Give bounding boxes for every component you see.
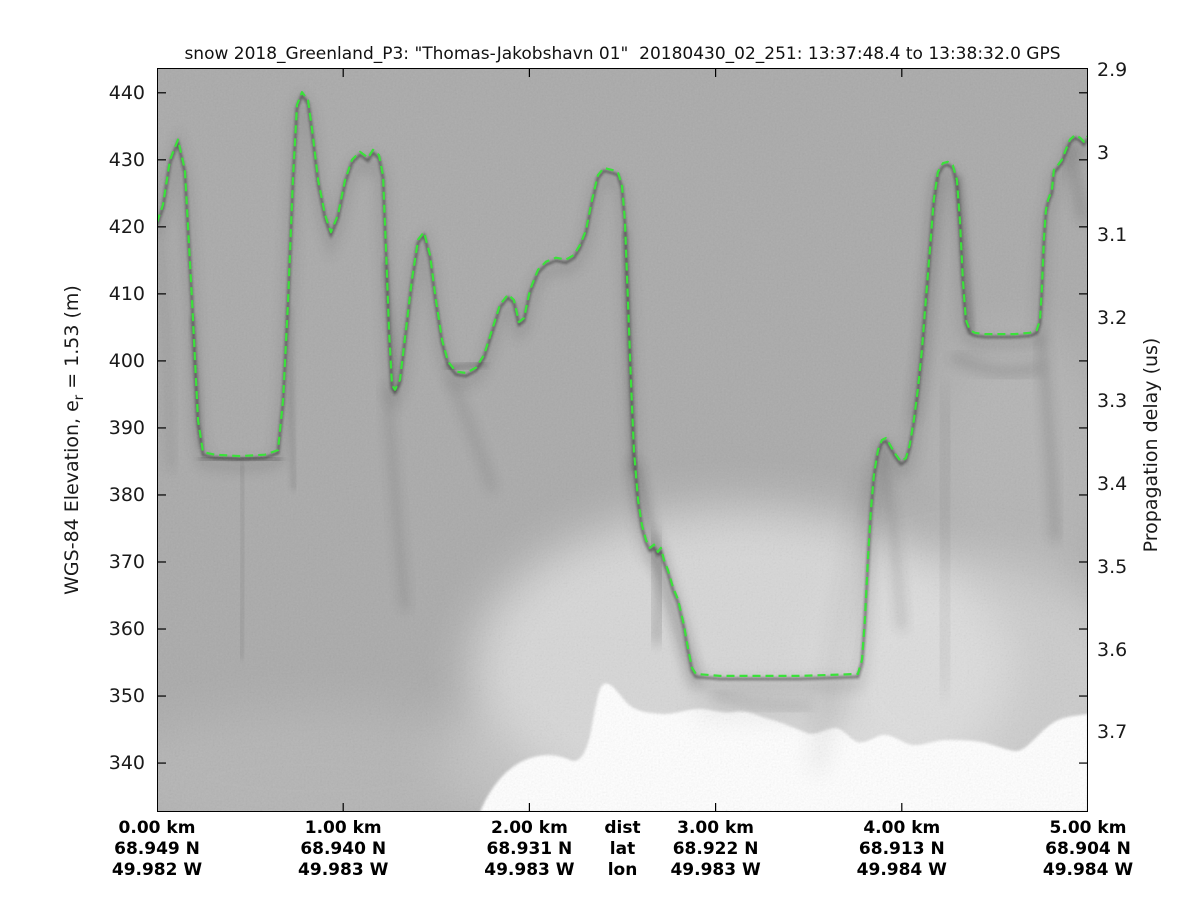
delay-tick-labels: 2.9 3 3.1 3.2 3.3 3.4 3.5 3.6 3.7 <box>1097 0 1197 900</box>
elevation-tick-label: 390 <box>108 416 145 439</box>
elevation-tick-label: 360 <box>108 618 145 641</box>
axis-ticks <box>156 68 1089 812</box>
delay-tick-label: 3.1 <box>1097 224 1128 247</box>
elevation-tick-label: 420 <box>108 215 145 238</box>
elevation-tick-label: 430 <box>108 148 145 171</box>
plot-title: snow 2018_Greenland_P3: "Thomas-Jakobsha… <box>184 44 1061 64</box>
elevation-tick-label: 350 <box>108 685 145 708</box>
noise-overlay-light <box>157 68 1088 812</box>
distance-column-label: 0.00 km 68.949 N 49.982 W <box>111 818 203 880</box>
distance-column-label: 3.00 km 68.922 N 49.983 W <box>670 818 761 880</box>
dist-lat-lon-header: dist lat lon <box>604 818 641 880</box>
delay-tick-label: 2.9 <box>1097 58 1128 81</box>
distance-column-label: 4.00 km 68.913 N 49.984 W <box>856 818 947 880</box>
delay-tick-label: 3.2 <box>1097 307 1128 330</box>
plot-frame <box>157 68 1088 812</box>
delay-tick-label: 3.4 <box>1097 472 1128 495</box>
elevation-tick-labels: 440 430 420 410 400 390 380 370 360 350 340 <box>0 0 145 900</box>
delay-tick-label: 3.5 <box>1097 555 1128 578</box>
distance-column-label: 5.00 km 68.904 N 49.984 W <box>1042 818 1134 880</box>
delay-tick-label: 3.7 <box>1097 721 1128 744</box>
surface-pick-trace <box>155 91 1089 678</box>
delay-tick-label: 3 <box>1097 141 1110 164</box>
echogram-image <box>97 68 1137 848</box>
delay-tick-label: 3.3 <box>1097 390 1128 413</box>
elevation-tick-label: 370 <box>108 550 145 573</box>
distance-column-label: 1.00 km 68.940 N 49.983 W <box>298 818 389 880</box>
elevation-tick-label: 410 <box>108 282 145 305</box>
elevation-tick-label: 340 <box>108 752 145 775</box>
delay-tick-label: 3.6 <box>1097 638 1128 661</box>
echogram-plot-area <box>97 68 1137 848</box>
elevation-tick-label: 440 <box>108 81 145 104</box>
distance-column-label: 2.00 km 68.931 N 49.983 W <box>484 818 575 880</box>
elevation-tick-label: 380 <box>108 483 145 506</box>
elevation-tick-label: 400 <box>108 349 145 372</box>
